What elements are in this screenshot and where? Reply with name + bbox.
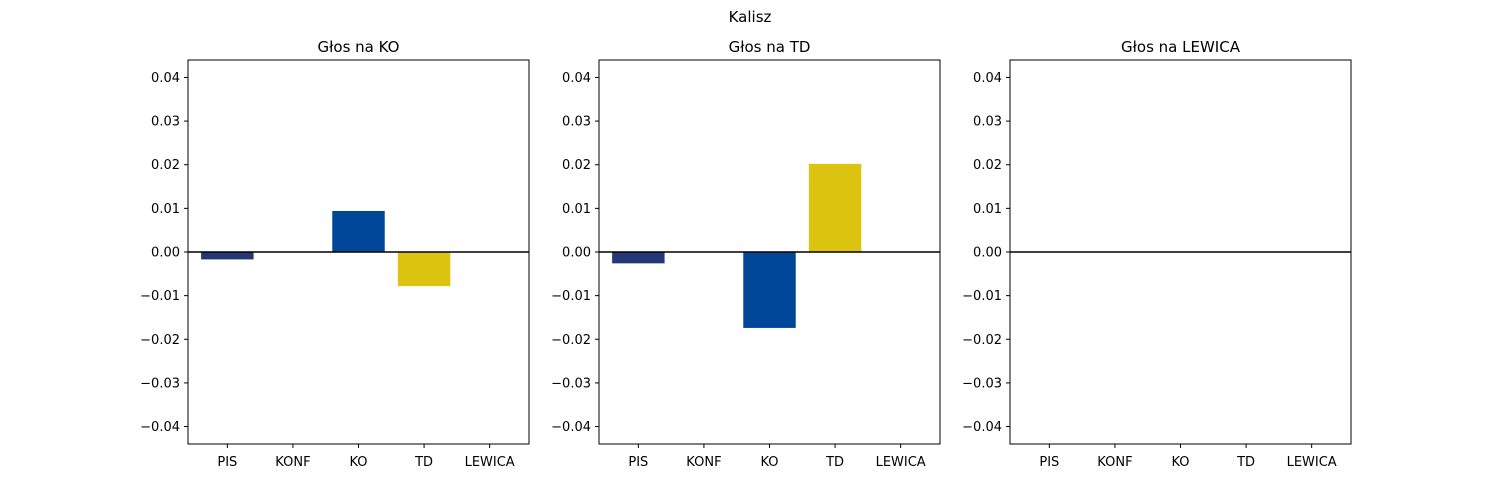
y-tick-label: −0.02 [551,333,591,348]
chart-title: Głos na KO [318,38,400,56]
y-tick-label: −0.01 [140,289,180,304]
y-tick-label: 0.04 [562,71,591,86]
y-tick-label: 0.03 [562,115,591,130]
x-tick-label: LEWICA [876,455,926,470]
bar-td [808,163,862,252]
y-tick-label: 0.01 [973,202,1002,217]
y-tick-label: 0.02 [973,158,1002,173]
y-tick-label: −0.04 [140,420,180,435]
y-tick-label: −0.03 [140,376,180,391]
chart-panel-2: Głos na TD 0.04 0.03 0.02 0.01 0.00 −0.01 −0.02… [551,38,941,470]
x-tick-label: KONF [1097,455,1132,470]
y-tick-label: 0.03 [973,115,1002,130]
y-tick-label: 0.02 [151,158,180,173]
chart-title: Głos na TD [729,38,811,56]
bar-pis [201,252,254,260]
x-tick-label: TD [825,455,844,470]
x-tick-label: PIS [628,455,648,470]
x-tick-label: LEWICA [1287,455,1337,470]
x-tick-label: KONF [275,455,310,470]
y-tick-label: 0.03 [151,115,180,130]
bar-td [397,252,451,287]
x-tick-label: PIS [1039,455,1059,470]
chart-title: Głos na LEWICA [1121,38,1241,56]
y-tick-label: 0.04 [151,71,180,86]
y-tick-label: 0.01 [151,202,180,217]
x-tick-label: TD [414,455,433,470]
y-tick-label: −0.01 [962,289,1002,304]
y-tick-label: 0.00 [151,246,180,261]
y-tick-label: 0.01 [562,202,591,217]
figure-suptitle: Kalisz [729,8,772,26]
x-tick-label: KONF [686,455,721,470]
y-tick-label: −0.02 [962,333,1002,348]
y-tick-label: 0.04 [973,71,1002,86]
y-tick-label: −0.04 [551,420,591,435]
x-tick-label: PIS [217,455,237,470]
bar-ko [743,252,796,328]
x-tick-label: KO [760,455,778,470]
y-tick-label: −0.02 [140,333,180,348]
y-tick-label: 0.00 [973,246,1002,261]
x-tick-label: TD [1236,455,1255,470]
y-tick-label: −0.01 [551,289,591,304]
y-tick-label: −0.03 [962,376,1002,391]
x-tick-label: KO [349,455,367,470]
x-tick-label: KO [1171,455,1189,470]
chart-panel-3: Głos na LEWICA 0.04 0.03 0.02 0.01 0.00 −0.01 −… [962,38,1352,470]
y-tick-label: 0.00 [562,246,591,261]
bar-ko [332,210,385,252]
y-tick-label: −0.03 [551,376,591,391]
y-tick-label: 0.02 [562,158,591,173]
chart-panel-1: Głos na KO 0.04 0.03 0.02 0.01 0.00 −0.01 −0.02… [140,38,530,470]
x-tick-label: LEWICA [465,455,515,470]
y-tick-label: −0.04 [962,420,1002,435]
bar-pis [612,252,665,264]
